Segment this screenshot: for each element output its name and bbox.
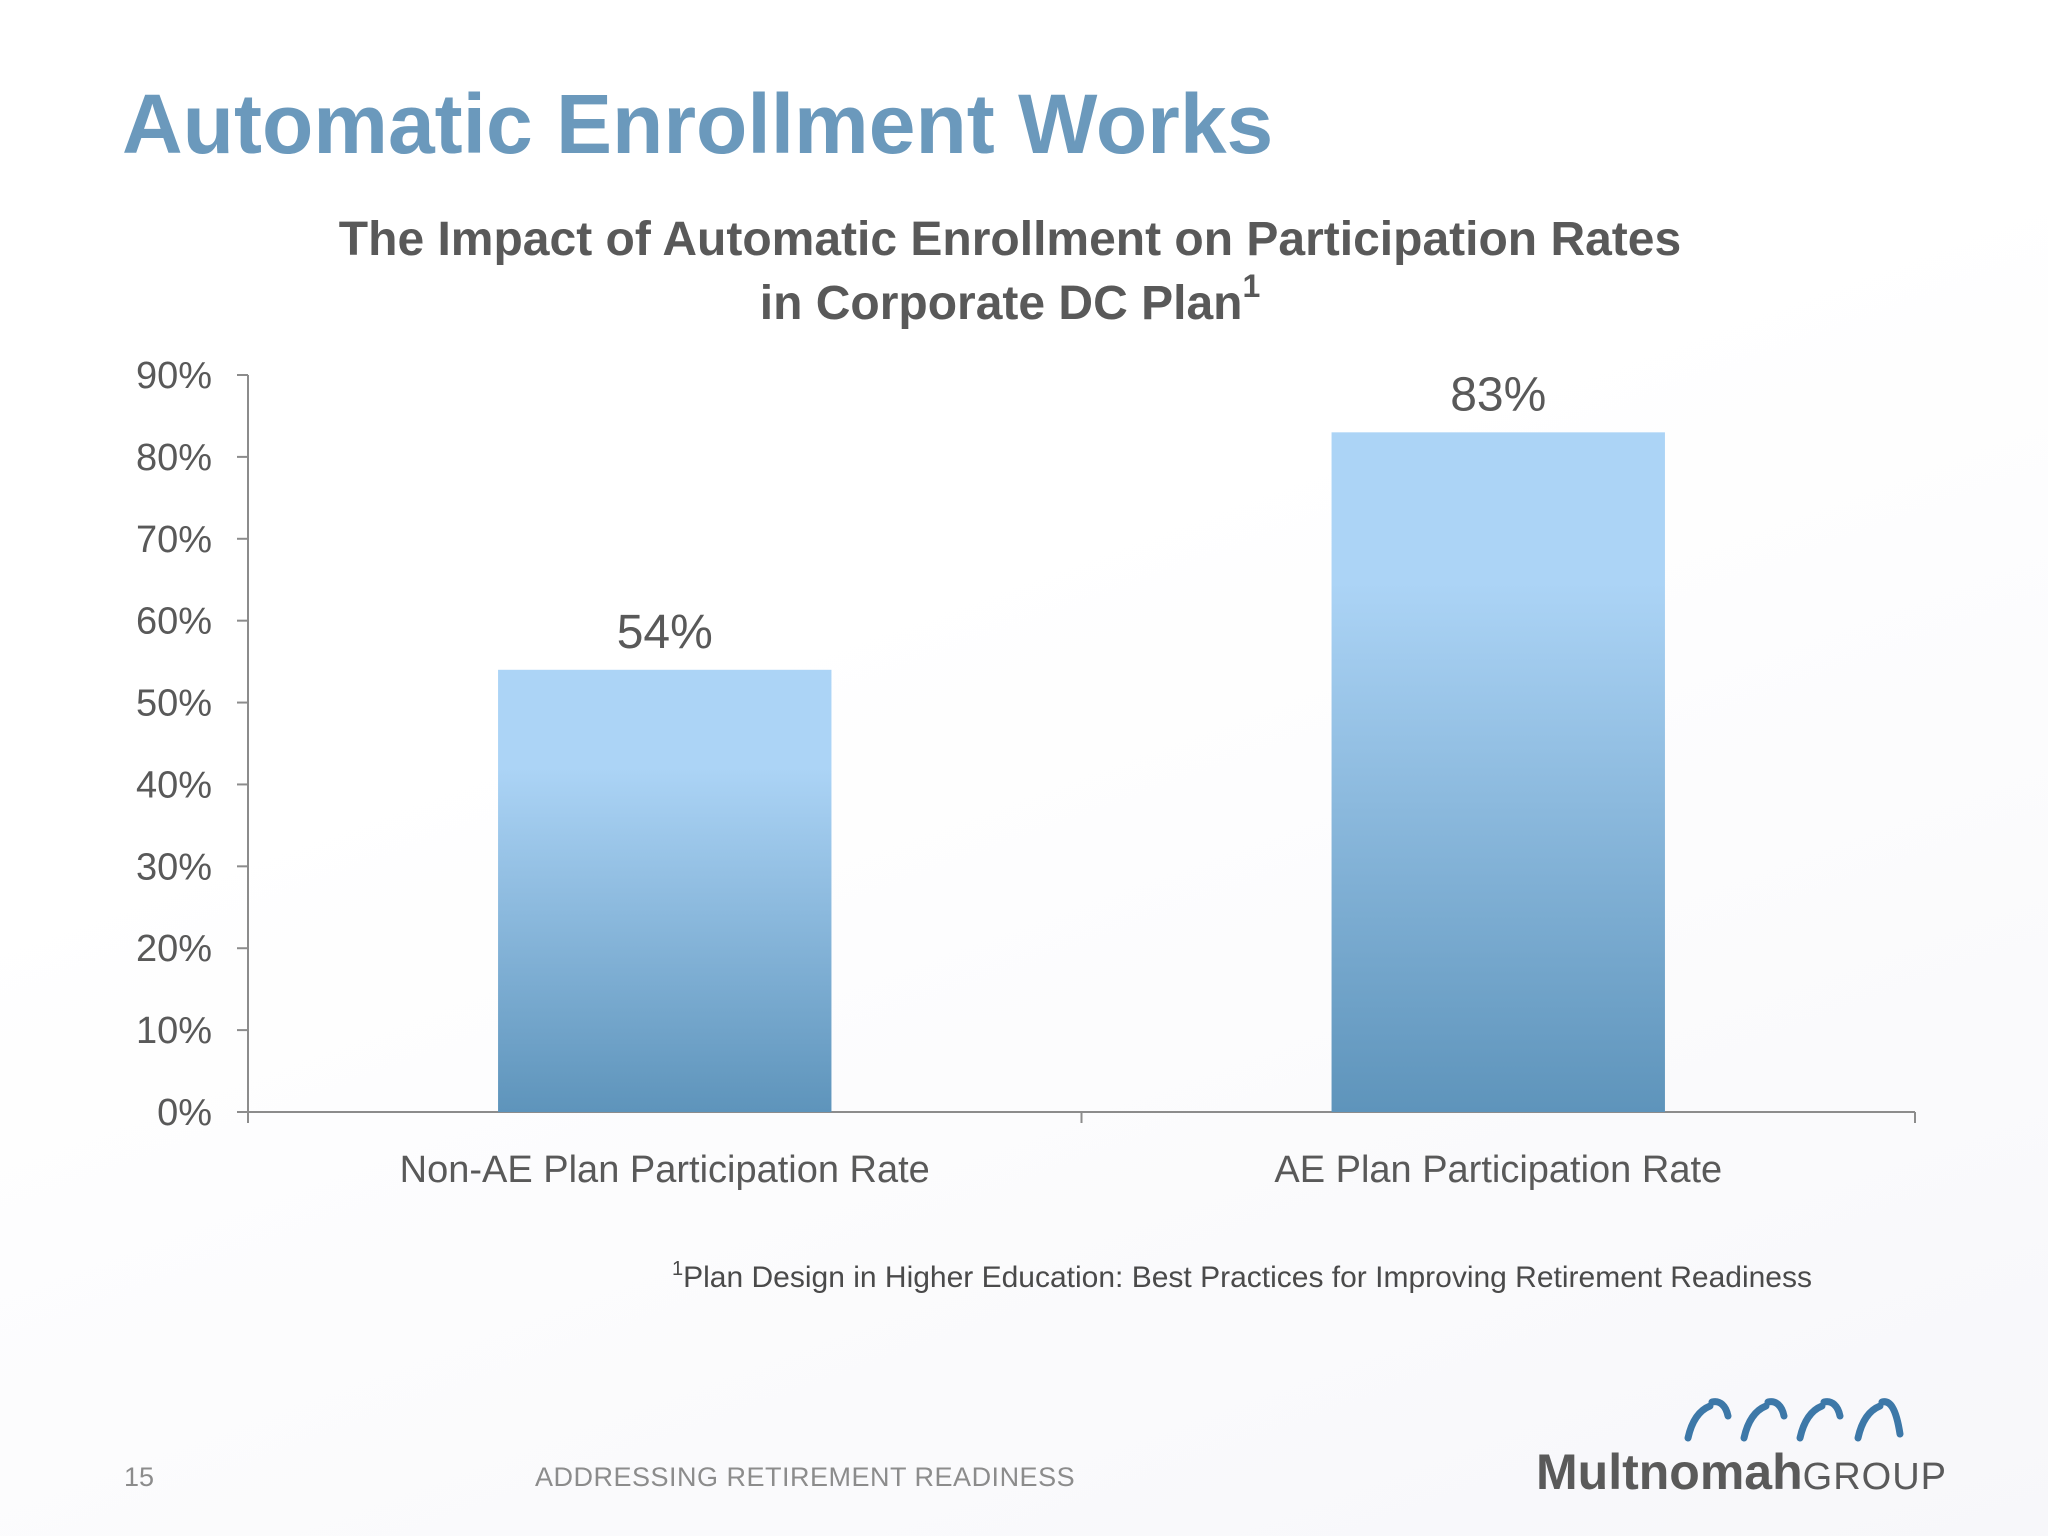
company-logo: MultnomahGROUP — [1536, 1390, 1956, 1500]
chart-title-line1: The Impact of Automatic Enrollment on Pa… — [338, 213, 1682, 266]
y-tick-label: 0% — [157, 1092, 212, 1134]
footer-text: ADDRESSING RETIREMENT READINESS — [535, 1462, 1076, 1492]
x-axis: Non-AE Plan Participation Rate AE Plan Pa… — [247, 1111, 1916, 1191]
logo-name-sub: GROUP — [1802, 1456, 1947, 1498]
x-tick-label: Non-AE Plan Participation Rate — [400, 1149, 930, 1191]
slide-title: Automatic Enrollment Works — [122, 77, 1274, 171]
y-tick-label: 60% — [136, 601, 212, 643]
chart-title-line2: in Corporate DC Plan — [759, 277, 1243, 330]
y-tick-label: 50% — [136, 683, 212, 725]
data-label: 83% — [1450, 368, 1546, 421]
bar — [1331, 432, 1665, 1112]
y-tick-label: 20% — [136, 928, 212, 970]
data-label: 54% — [617, 606, 713, 659]
x-tick-label: AE Plan Participation Rate — [1274, 1149, 1722, 1191]
bar — [498, 669, 832, 1112]
y-tick-label: 70% — [136, 519, 212, 561]
footnote: 1Plan Design in Higher Education: Best P… — [672, 1258, 1812, 1298]
logo-wordmark: MultnomahGROUP — [1536, 1444, 1947, 1505]
chart-title-superscript: 1 — [1242, 268, 1261, 304]
y-tick-label: 40% — [136, 764, 212, 806]
y-axis: 0% 10% 20% 30% 40% 50% 60% 70% 80% 90% — [136, 355, 249, 1134]
wave-arcs-icon — [1684, 1398, 1904, 1442]
chart-title: The Impact of Automatic Enrollment on Pa… — [210, 208, 1810, 336]
y-tick-label: 30% — [136, 846, 212, 888]
logo-name-main: Multnomah — [1536, 1444, 1803, 1500]
y-tick-label: 10% — [136, 1010, 212, 1052]
y-tick-label: 90% — [136, 355, 212, 397]
y-tick-label: 80% — [136, 437, 212, 479]
footnote-marker: 1 — [672, 1258, 684, 1280]
footnote-text: Plan Design in Higher Education: Best Pr… — [683, 1261, 1812, 1294]
data-labels: 54% 83% — [617, 368, 1547, 658]
bars — [498, 432, 1665, 1112]
page-number: 15 — [124, 1462, 155, 1492]
